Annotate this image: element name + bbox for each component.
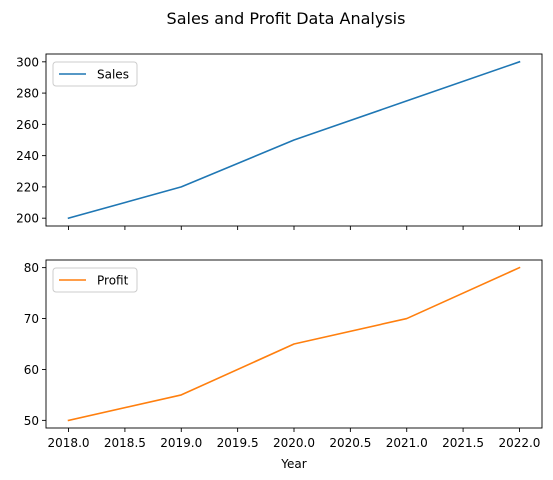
profit-xtick-label: 2018.0 (48, 436, 90, 450)
profit-ytick-label: 60 (24, 363, 39, 377)
profit-xtick-label: 2021.5 (442, 436, 484, 450)
profit-ytick-label: 80 (24, 261, 39, 275)
sales-legend: Sales (52, 61, 138, 87)
profit-axes: 50 60 70 80 2018.0 2018.5 2019.0 2019.5 2020.0 20… (24, 259, 543, 471)
profit-xtick-label: 2019.0 (160, 436, 202, 450)
profit-xtick-label: 2021.0 (386, 436, 428, 450)
sales-ytick-label: 200 (16, 212, 39, 226)
profit-series-line (67, 266, 521, 422)
sales-legend-box (52, 61, 138, 87)
sales-ytick-label: 260 (16, 118, 39, 132)
profit-ytick-label: 50 (24, 414, 39, 428)
profit-xtick-label: 2020.5 (329, 436, 371, 450)
sales-series-line (67, 60, 521, 220)
profit-xtick-label: 2018.5 (104, 436, 146, 450)
sales-axes: 200 220 240 260 280 300 Sales (16, 53, 543, 230)
sales-ytick-label: 240 (16, 149, 39, 163)
profit-xaxis-label: Year (280, 457, 306, 471)
profit-xtick-label: 2019.5 (217, 436, 259, 450)
sales-ytick-label: 300 (16, 55, 39, 69)
figure-title: Sales and Profit Data Analysis (167, 9, 406, 28)
profit-xtick-label: 2022.0 (498, 436, 540, 450)
profit-legend-box (52, 267, 138, 293)
sales-legend-label: Sales (97, 68, 129, 82)
profit-legend-label: Profit (97, 274, 129, 288)
profit-legend: Profit (52, 267, 138, 293)
profit-ytick-label: 70 (24, 312, 39, 326)
sales-ytick-label: 220 (16, 180, 39, 194)
sales-ytick-label: 280 (16, 87, 39, 101)
profit-xtick-label: 2020.0 (273, 436, 315, 450)
